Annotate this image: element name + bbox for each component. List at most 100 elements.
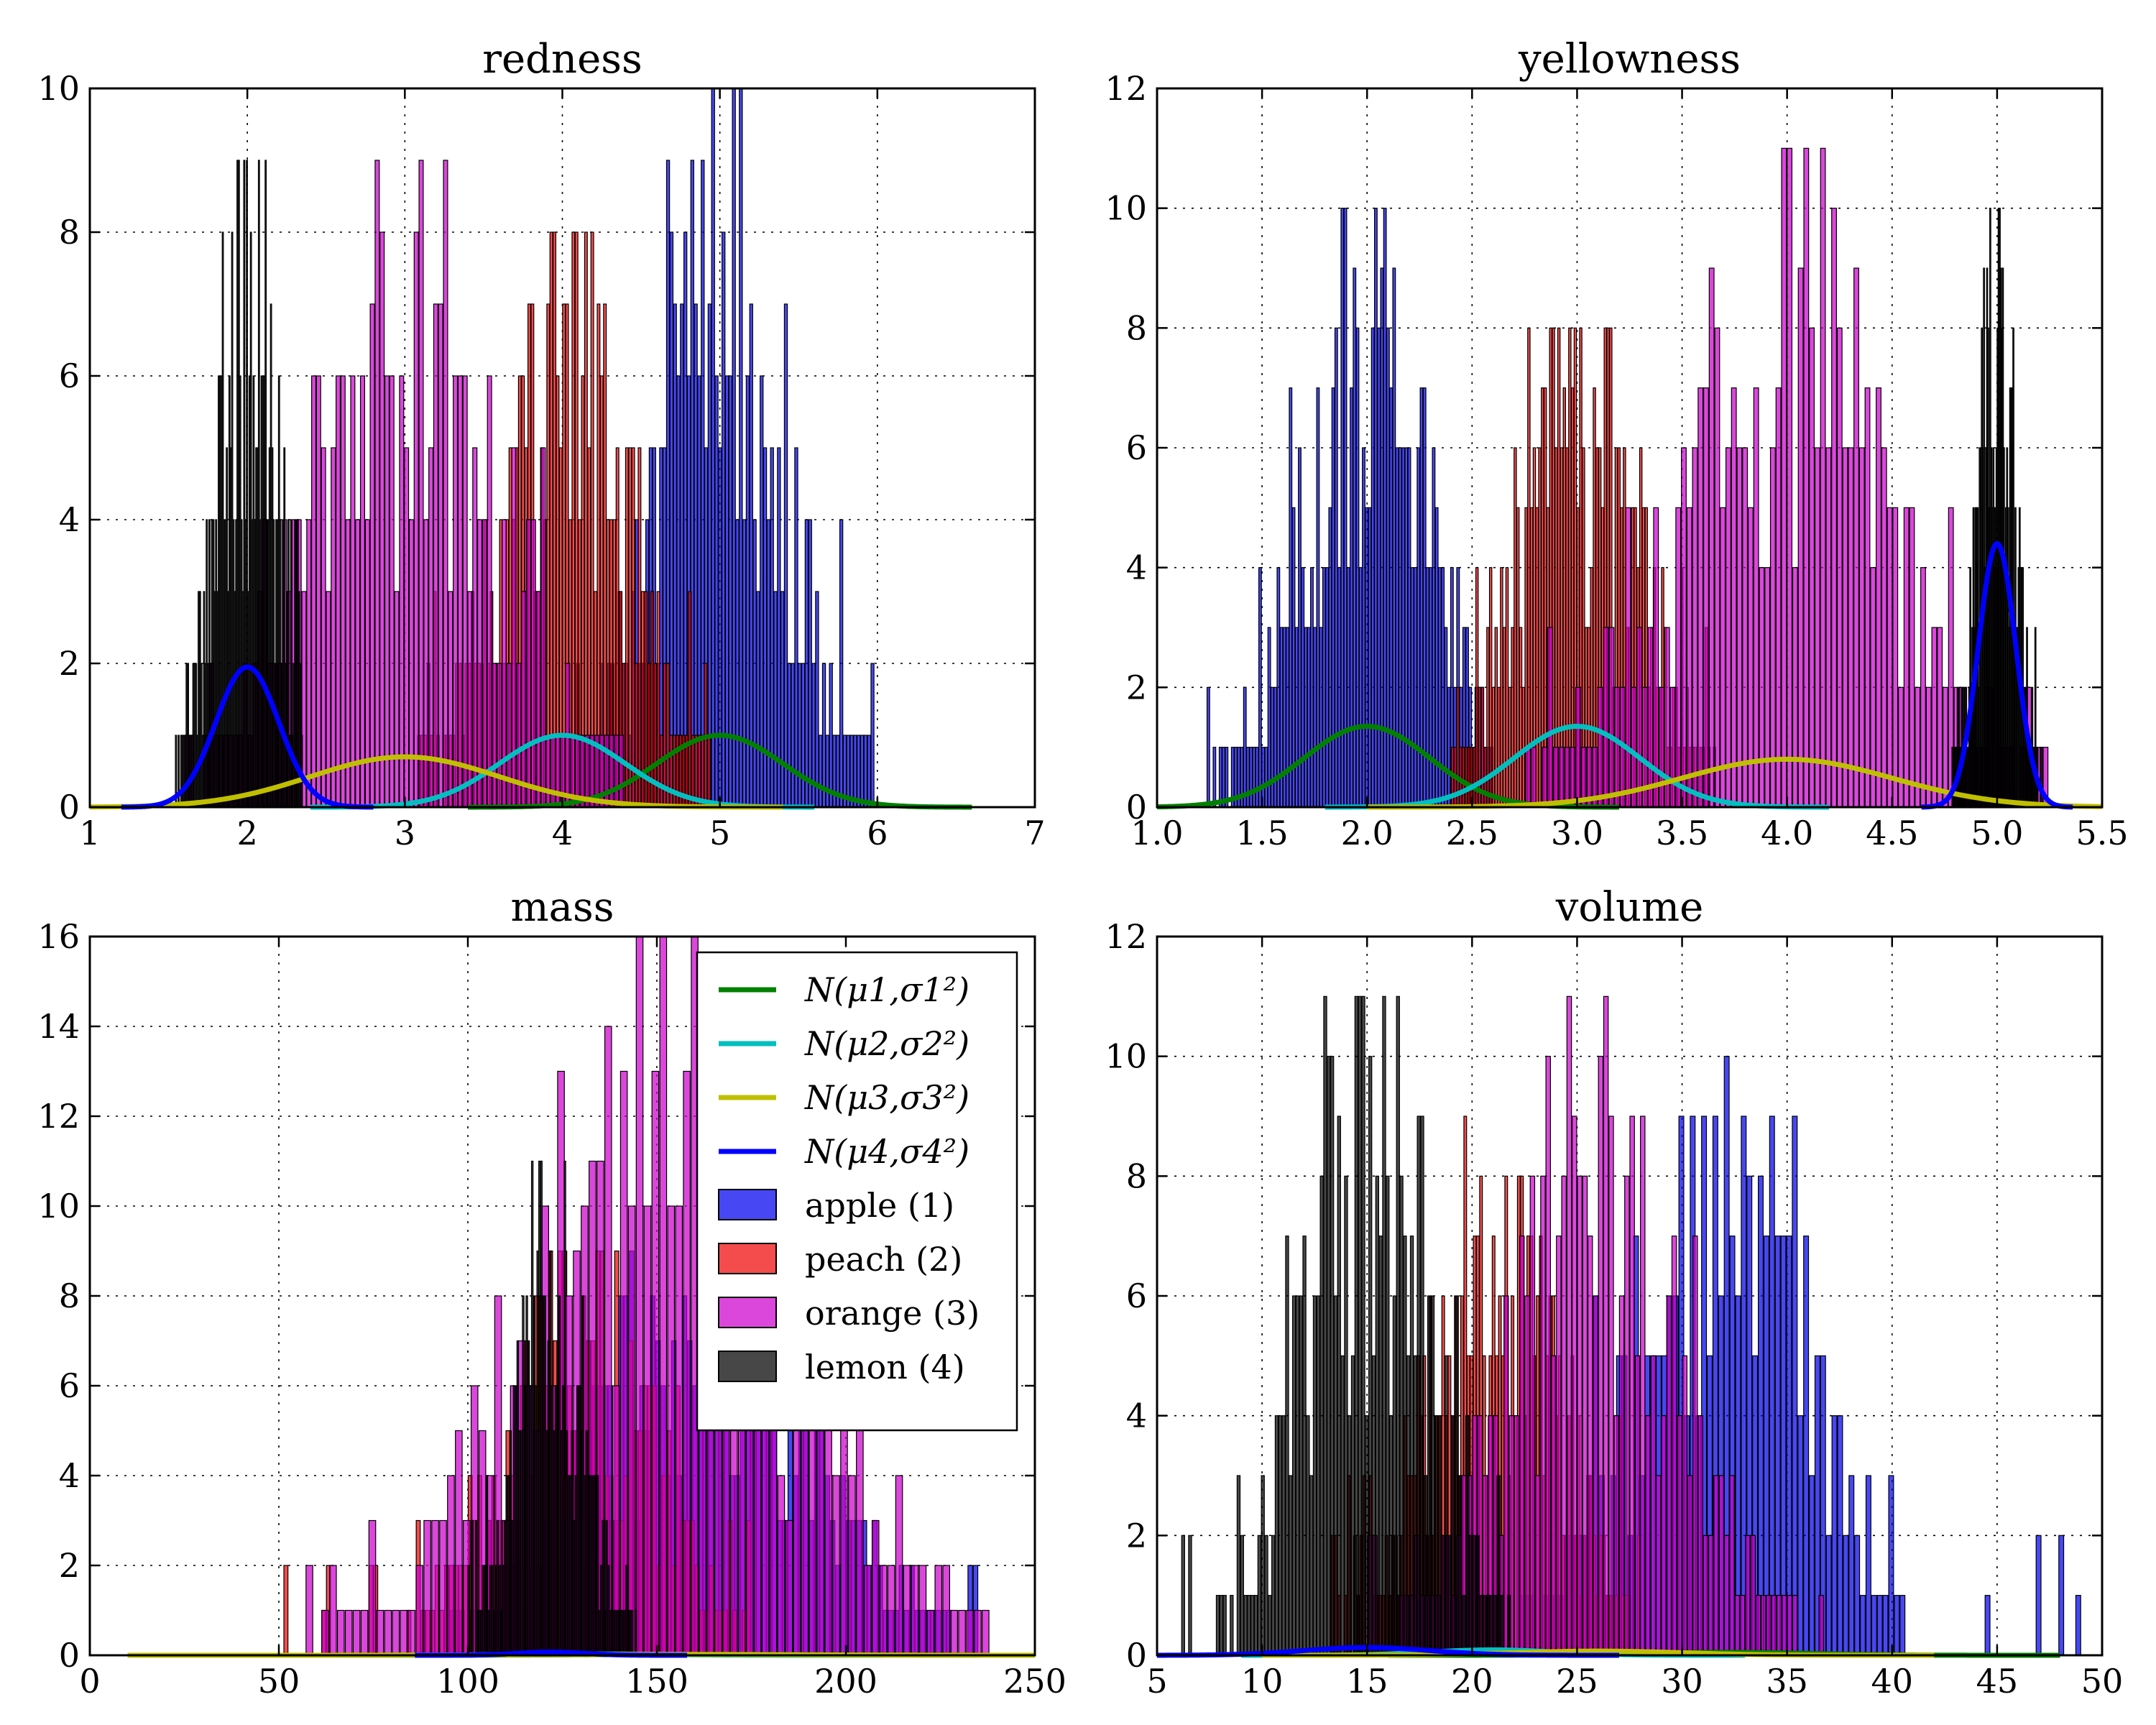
bar [556,1340,559,1656]
bar [1854,1535,1861,1656]
bar [522,1295,525,1656]
bar [1271,1535,1276,1656]
bar [389,375,395,808]
bar [1742,447,1749,808]
y-tick-label: 8 [59,213,80,252]
bar [447,1475,455,1656]
y-tick-label: 2 [1126,668,1147,707]
bar [487,1609,490,1656]
y-tick-label: 4 [1126,548,1147,587]
bar [512,1385,516,1656]
y-tick-label: 14 [37,1007,80,1046]
bar [404,447,410,808]
bar [1243,686,1247,808]
bar [1729,1475,1735,1656]
bar [1368,1056,1373,1656]
bar [728,375,733,808]
bar [413,231,419,808]
panel-title: volume [1555,884,1704,931]
bar [399,375,405,808]
bar [573,1519,576,1656]
bar [1392,267,1396,808]
bar [1409,1236,1414,1656]
bar [359,375,366,808]
bar [819,735,823,808]
bar [911,1565,919,1656]
bar [578,1385,581,1656]
bar [1368,507,1372,808]
bar [1343,208,1348,808]
bar [1984,1595,1991,1656]
bar [1479,1595,1483,1656]
bar [407,1609,416,1656]
panel-volume: 5 10 15 20 25 30 35 40 45 50 0 2 4 6 8 10 12 volume [1105,884,2123,1701]
bar [1307,627,1311,808]
bar [903,1565,911,1656]
bar [650,591,654,808]
bar [783,303,788,808]
bar [598,1609,601,1656]
bar [306,519,312,808]
bar [942,1565,951,1656]
y-tick-label: 0 [59,788,80,827]
bar [785,1519,793,1656]
bar [1413,1355,1418,1656]
bar [629,1609,632,1656]
bar [1720,507,1726,808]
bar [433,303,438,808]
bar [1286,627,1289,808]
bar [1568,327,1572,808]
y-tick-label: 12 [37,1097,80,1136]
bar [1570,747,1576,808]
bar [1401,447,1405,808]
bar [1541,387,1544,808]
bar [1524,1295,1530,1656]
bar [448,591,453,808]
bar [1371,1355,1376,1656]
bar [1289,387,1293,808]
bar [476,1609,479,1656]
bar [540,1160,543,1656]
bar [1246,747,1250,808]
bar [1382,995,1386,1656]
bar [1264,1535,1268,1656]
bar [1437,567,1442,808]
bar [1603,627,1609,808]
x-tick-label: 3.5 [1656,814,1708,852]
bar [607,1565,610,1656]
bar [791,663,795,808]
bar [1671,1236,1677,1656]
bar [311,375,317,808]
bar [1494,627,1498,808]
bar [515,1385,517,1656]
bar [1556,1236,1562,1656]
bar [538,1160,541,1656]
bar [611,1475,614,1656]
bar [1575,686,1581,808]
bar [467,1565,470,1656]
x-tick-label: 40 [1871,1662,1914,1701]
y-tick-label: 0 [1126,788,1147,827]
x-tick-label: 200 [814,1662,877,1701]
bar [1734,1595,1741,1656]
bar [1485,1595,1491,1656]
bar [487,375,492,808]
bar [1723,1535,1730,1656]
bar [1432,447,1436,808]
bar [1894,1595,1900,1656]
bar [1608,1116,1614,1656]
bar [1703,387,1709,808]
bar [707,303,712,808]
bar [635,663,638,808]
bar [589,1475,592,1656]
bar [857,735,861,808]
bar [871,1519,880,1656]
bar [1677,1415,1682,1656]
bar [647,663,651,808]
bar [1761,1595,1766,1656]
x-tick-label: 15 [1346,1662,1388,1701]
bar [1527,327,1531,808]
bar [1543,387,1547,808]
bar [1577,1175,1583,1656]
bar [1333,1295,1338,1656]
